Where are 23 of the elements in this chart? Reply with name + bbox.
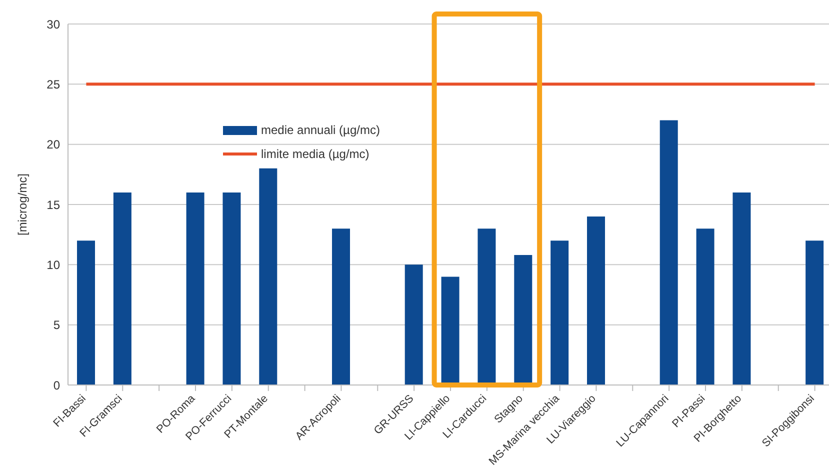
y-tick-label: 15 xyxy=(46,198,60,212)
y-tick-label: 0 xyxy=(53,378,60,392)
bar xyxy=(587,216,605,385)
legend-label: medie annuali (µg/mc) xyxy=(261,123,380,137)
y-tick-label: 30 xyxy=(46,17,60,32)
bar xyxy=(332,228,350,385)
bar xyxy=(404,264,423,385)
bar xyxy=(113,192,132,385)
y-tick-label: 20 xyxy=(46,138,60,152)
y-axis-title: [microg/mc] xyxy=(15,173,30,236)
bar xyxy=(186,192,204,385)
legend-label: limite media (µg/mc) xyxy=(261,147,370,161)
y-tick-label: 25 xyxy=(46,77,60,92)
bar xyxy=(806,240,824,385)
bar xyxy=(696,228,714,385)
bar xyxy=(732,192,751,385)
bar xyxy=(660,120,678,385)
y-tick-label: 5 xyxy=(53,318,60,332)
bar xyxy=(77,240,95,385)
y-tick-label: 10 xyxy=(46,258,60,272)
bar xyxy=(259,168,278,385)
bar xyxy=(222,192,241,385)
bar xyxy=(550,240,569,385)
